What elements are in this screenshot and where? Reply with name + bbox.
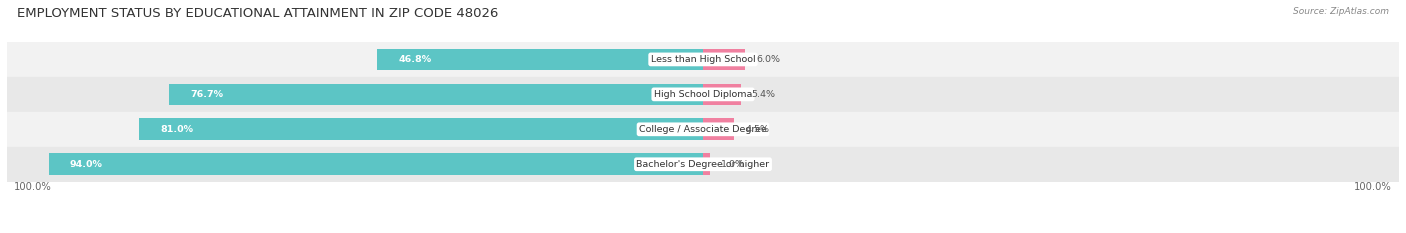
Text: 94.0%: 94.0% [70, 160, 103, 169]
Bar [703, 154, 710, 175]
Text: 81.0%: 81.0% [160, 125, 193, 134]
Bar [7, 147, 1399, 182]
Text: Bachelor's Degree or higher: Bachelor's Degree or higher [637, 160, 769, 169]
Bar [703, 84, 741, 105]
Text: College / Associate Degree: College / Associate Degree [640, 125, 766, 134]
Bar [377, 49, 703, 70]
Text: EMPLOYMENT STATUS BY EDUCATIONAL ATTAINMENT IN ZIP CODE 48026: EMPLOYMENT STATUS BY EDUCATIONAL ATTAINM… [17, 7, 498, 20]
Bar [7, 77, 1399, 112]
Text: 46.8%: 46.8% [398, 55, 432, 64]
Bar [7, 112, 1399, 147]
Bar [703, 118, 734, 140]
Bar [49, 154, 703, 175]
Text: 4.5%: 4.5% [745, 125, 769, 134]
Text: 76.7%: 76.7% [190, 90, 224, 99]
Bar [139, 118, 703, 140]
Text: 1.0%: 1.0% [721, 160, 745, 169]
Text: 100.0%: 100.0% [1354, 182, 1392, 192]
Bar [7, 42, 1399, 77]
Text: 5.4%: 5.4% [752, 90, 776, 99]
Text: 6.0%: 6.0% [756, 55, 780, 64]
Text: Source: ZipAtlas.com: Source: ZipAtlas.com [1294, 7, 1389, 16]
Text: Less than High School: Less than High School [651, 55, 755, 64]
Text: High School Diploma: High School Diploma [654, 90, 752, 99]
Bar [169, 84, 703, 105]
Text: 100.0%: 100.0% [14, 182, 52, 192]
Bar [703, 49, 745, 70]
